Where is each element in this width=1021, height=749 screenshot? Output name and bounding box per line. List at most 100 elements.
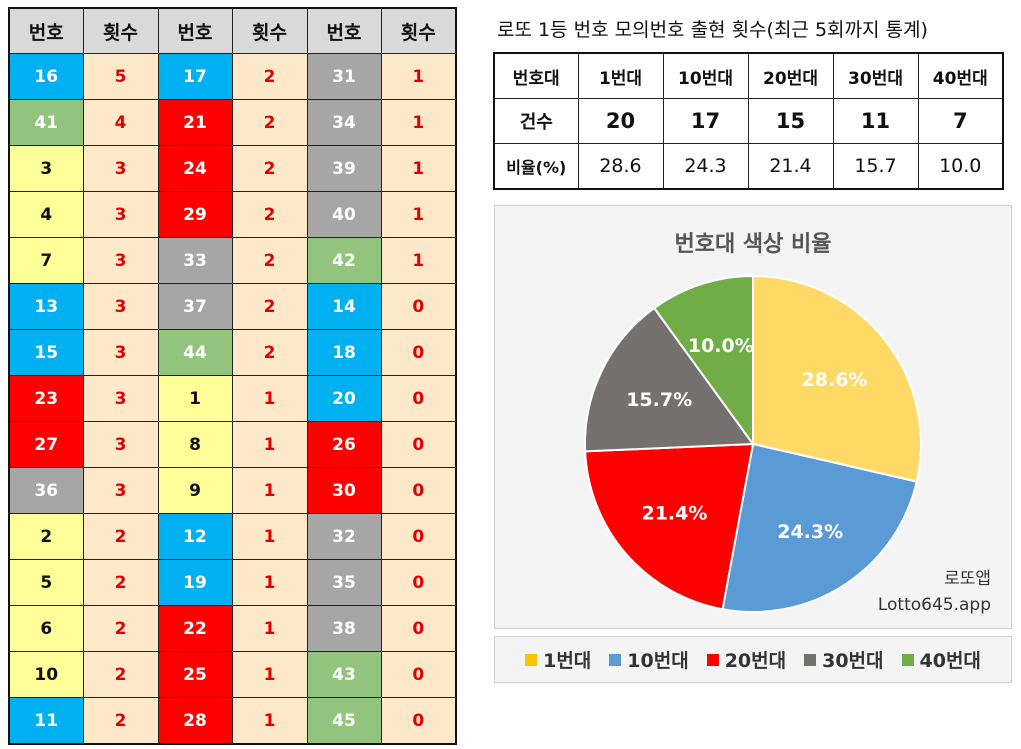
table-row: 5 2 19 1 35 0 — [8, 559, 457, 606]
summary-header-cell: 40번대 — [917, 52, 1004, 99]
table-row: 16 5 17 2 31 1 — [8, 53, 457, 100]
number-cell: 18 — [306, 329, 382, 376]
number-cell: 30 — [306, 467, 382, 514]
legend-swatch — [525, 653, 538, 666]
count-cell: 0 — [380, 559, 457, 606]
table-row: 3 3 24 2 39 1 — [8, 145, 457, 192]
summary-header-cell: 1번대 — [577, 52, 664, 99]
number-cell: 34 — [306, 99, 382, 146]
table-row: 10 2 25 1 43 0 — [8, 651, 457, 698]
legend-item: 10번대 — [609, 646, 689, 673]
count-cell: 0 — [380, 651, 457, 698]
number-cell: 7 — [8, 237, 84, 284]
legend-swatch — [706, 653, 719, 666]
legend-swatch — [901, 653, 914, 666]
number-cell: 40 — [306, 191, 382, 238]
count-cell: 2 — [231, 191, 308, 238]
count-cell: 17 — [662, 98, 749, 144]
number-cell: 17 — [157, 53, 233, 100]
number-cell: 4 — [8, 191, 84, 238]
ratio-cell: 21.4 — [747, 143, 834, 190]
summary-table: 번호대 1번대 10번대 20번대 30번대 40번대 건수 20 17 15 … — [493, 52, 1004, 190]
count-cell: 1 — [380, 53, 457, 100]
number-cell: 16 — [8, 53, 84, 100]
table-row: 23 3 1 1 20 0 — [8, 375, 457, 422]
number-cell: 19 — [157, 559, 233, 606]
table-row: 36 3 9 1 30 0 — [8, 467, 457, 514]
frequency-table-body: 16 5 17 2 31 1 41 4 21 2 34 1 3 3 24 2 39 1 4 3 29 2 40 1 7 3 33 2 4… — [8, 53, 457, 745]
watermark: 로또앱 Lotto645.app — [878, 566, 991, 618]
header-number-1: 번호 — [8, 7, 84, 54]
number-cell: 35 — [306, 559, 382, 606]
header-number-3: 번호 — [306, 7, 382, 54]
watermark-name: 로또앱 — [944, 569, 991, 589]
number-cell: 8 — [157, 421, 233, 468]
table-row: 7 3 33 2 42 1 — [8, 237, 457, 284]
number-cell: 22 — [157, 605, 233, 652]
count-cell: 1 — [380, 145, 457, 192]
number-cell: 45 — [306, 697, 382, 745]
number-cell: 1 — [157, 375, 233, 422]
legend-label: 30번대 — [822, 650, 884, 672]
number-cell: 33 — [157, 237, 233, 284]
count-cell: 1 — [231, 375, 308, 422]
count-cell: 7 — [917, 98, 1004, 144]
pie-slice-label: 24.3% — [777, 521, 843, 543]
summary-ratio-row: 비율(%) 28.6 24.3 21.4 15.7 10.0 — [493, 143, 1004, 190]
table-row: 15 3 44 2 18 0 — [8, 329, 457, 376]
count-cell: 4 — [82, 99, 159, 146]
legend-item: 1번대 — [525, 646, 591, 673]
number-cell: 10 — [8, 651, 84, 698]
count-cell: 1 — [231, 467, 308, 514]
header-count-2: 횟수 — [231, 7, 308, 54]
count-cell: 2 — [231, 237, 308, 284]
chart-title: 번호대 색상 비율 — [674, 232, 832, 257]
number-cell: 39 — [306, 145, 382, 192]
number-cell: 2 — [8, 513, 84, 560]
number-cell: 24 — [157, 145, 233, 192]
number-cell: 27 — [8, 421, 84, 468]
table-row: 2 2 12 1 32 0 — [8, 513, 457, 560]
pie-slice — [752, 274, 922, 483]
number-cell: 20 — [306, 375, 382, 422]
number-cell: 6 — [8, 605, 84, 652]
frequency-table-header: 번호 횟수 번호 횟수 번호 횟수 — [8, 7, 457, 54]
number-cell: 38 — [306, 605, 382, 652]
count-cell: 1 — [231, 651, 308, 698]
number-cell: 36 — [8, 467, 84, 514]
number-cell: 44 — [157, 329, 233, 376]
table-row: 41 4 21 2 34 1 — [8, 99, 457, 146]
count-cell: 0 — [380, 467, 457, 514]
count-cell: 0 — [380, 513, 457, 560]
count-cell: 1 — [231, 421, 308, 468]
table-row: 11 2 28 1 45 0 — [8, 697, 457, 745]
count-cell: 0 — [380, 421, 457, 468]
count-cell: 2 — [231, 329, 308, 376]
table-row: 6 2 22 1 38 0 — [8, 605, 457, 652]
pie-slice-label: 21.4% — [641, 502, 707, 524]
count-cell: 1 — [380, 99, 457, 146]
count-cell: 1 — [380, 237, 457, 284]
count-cell: 2 — [231, 99, 308, 146]
pie-slice — [584, 306, 755, 453]
pie-slice — [721, 442, 918, 613]
header-number-2: 번호 — [157, 7, 233, 54]
number-cell: 32 — [306, 513, 382, 560]
count-cell: 1 — [231, 697, 308, 745]
count-cell: 2 — [82, 605, 159, 652]
chart-legend: 1번대 10번대 20번대 30번대 40번대 — [494, 636, 1012, 683]
table-row: 13 3 37 2 14 0 — [8, 283, 457, 330]
count-cell: 15 — [747, 98, 834, 144]
summary-header-cell: 30번대 — [832, 52, 919, 99]
count-cell: 0 — [380, 329, 457, 376]
count-cell: 2 — [231, 283, 308, 330]
summary-header-cell: 번호대 — [493, 52, 579, 99]
count-cell: 5 — [82, 53, 159, 100]
number-cell: 29 — [157, 191, 233, 238]
count-cell: 3 — [82, 145, 159, 192]
summary-count-row: 건수 20 17 15 11 7 — [493, 98, 1004, 144]
number-cell: 21 — [157, 99, 233, 146]
summary-header-row: 번호대 1번대 10번대 20번대 30번대 40번대 — [493, 52, 1004, 99]
count-cell: 0 — [380, 697, 457, 745]
count-cell: 1 — [380, 191, 457, 238]
